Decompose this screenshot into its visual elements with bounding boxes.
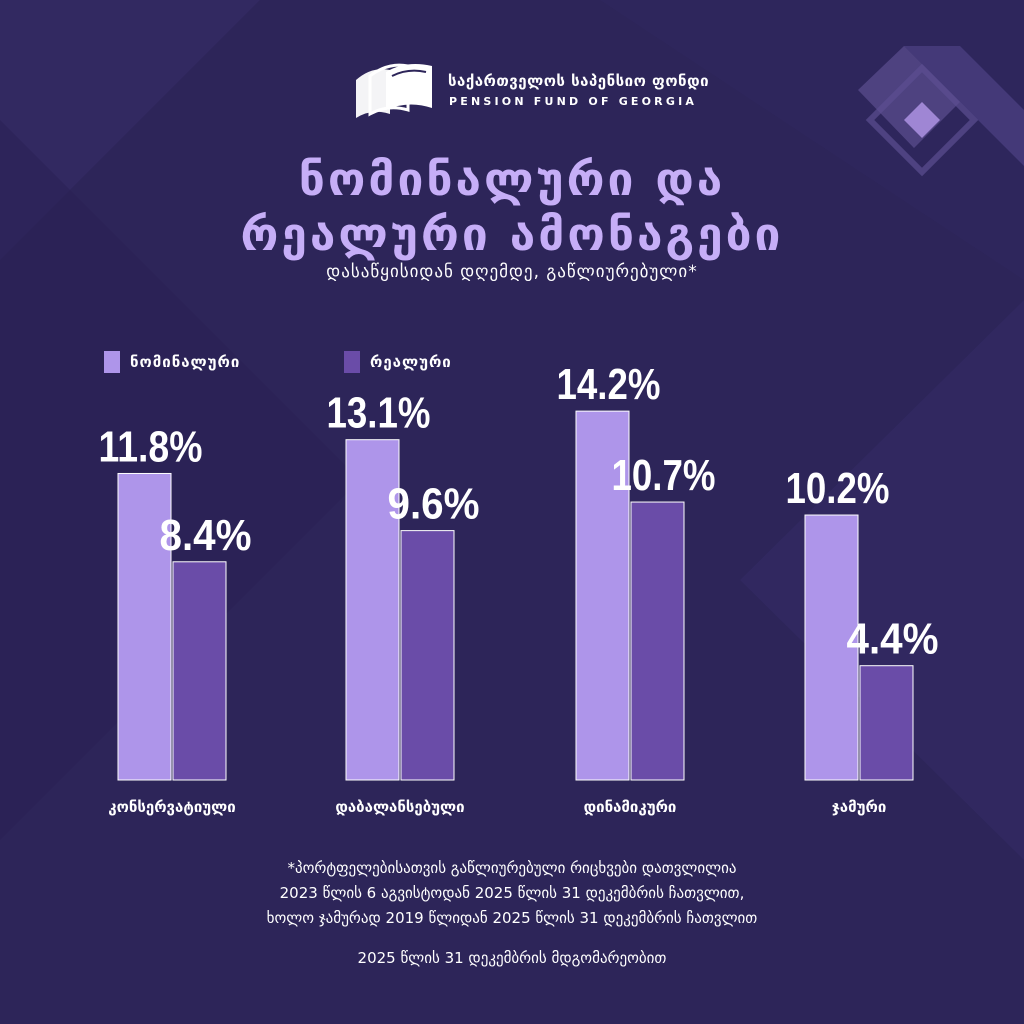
category-label-0: კონსერვატიული bbox=[108, 798, 235, 816]
bar-real-0 bbox=[172, 561, 227, 781]
bar-nominal-2 bbox=[575, 410, 630, 781]
bar-real-3 bbox=[859, 665, 914, 781]
data-label-real-1: 9.6% bbox=[388, 480, 480, 529]
legend-label-real: რეალური bbox=[370, 353, 452, 371]
page-title-line-1: ნომინალური და bbox=[298, 152, 726, 206]
data-label-nominal-0: 11.8% bbox=[99, 422, 203, 471]
category-label-2: დინამიკური bbox=[584, 798, 677, 816]
footnote: *პორტფელებისათვის გაწლიურებული რიცხვები … bbox=[0, 856, 1024, 931]
data-label-real-2: 10.7% bbox=[612, 451, 716, 500]
brand-name-georgian: საქართველოს საპენსიო ფონდი bbox=[448, 72, 710, 90]
legend-item-nominal: ნომინალური bbox=[104, 351, 240, 373]
data-label-real-3: 4.4% bbox=[847, 615, 939, 664]
legend-swatch-real bbox=[344, 351, 360, 373]
data-label-nominal-2: 14.2% bbox=[557, 360, 661, 409]
bar-real-2 bbox=[630, 501, 685, 781]
bar-nominal-1 bbox=[345, 439, 400, 781]
page-title-line-2: რეალური ამონაგები bbox=[240, 207, 784, 261]
data-label-nominal-3: 10.2% bbox=[786, 464, 890, 513]
bar-nominal-0 bbox=[117, 472, 172, 781]
brand-name-english: PENSION FUND OF GEORGIA bbox=[449, 95, 698, 108]
category-label-1: დაბალანსებული bbox=[335, 798, 464, 816]
as-of-date: 2025 წლის 31 დეკემბრის მდგომარეობით bbox=[357, 949, 667, 967]
page-subtitle: დასაწყისიდან დღემდე, გაწლიურებული* bbox=[326, 262, 698, 282]
bar-nominal-3 bbox=[804, 514, 859, 781]
bar-real-1 bbox=[400, 530, 455, 781]
category-label-3: ჯამური bbox=[832, 798, 887, 816]
legend-label-nominal: ნომინალური bbox=[130, 353, 241, 371]
footnote-line-3: ხოლო ჯამურად 2019 წლიდან 2025 წლის 31 დე… bbox=[266, 909, 758, 927]
legend-swatch-nominal bbox=[104, 351, 120, 373]
footnote-line-2: 2023 წლის 6 აგვისტოდან 2025 წლის 31 დეკე… bbox=[279, 884, 745, 902]
footnote-line-1: *პორტფელებისათვის გაწლიურებული რიცხვები … bbox=[287, 859, 737, 877]
legend-item-real: რეალური bbox=[344, 351, 452, 373]
corner-diamond-decoration bbox=[858, 46, 1024, 177]
data-label-nominal-1: 13.1% bbox=[327, 389, 431, 438]
data-label-real-0: 8.4% bbox=[160, 511, 252, 560]
pension-fund-logo-icon bbox=[356, 63, 432, 118]
